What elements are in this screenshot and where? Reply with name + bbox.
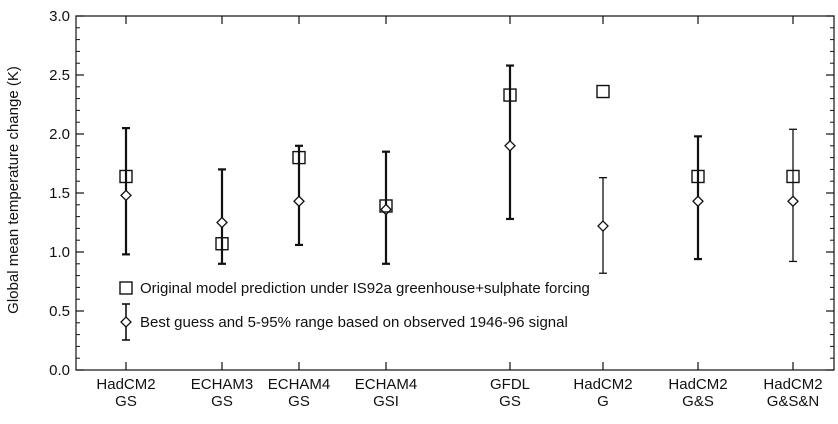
best-guess-diamond-marker xyxy=(597,220,609,232)
legend-label-model-prediction: Original model prediction under IS92a gr… xyxy=(140,280,590,297)
x-category-label: ECHAM4 xyxy=(355,376,418,393)
y-axis-title: Global mean temperature change (K) xyxy=(5,66,22,314)
x-category-label: HadCM2 xyxy=(668,376,727,393)
y-tick-label: 2.5 xyxy=(49,67,70,84)
x-category-label: G&S xyxy=(682,393,714,410)
x-category-label: ECHAM4 xyxy=(268,376,331,393)
x-category-label: HadCM2 xyxy=(763,376,822,393)
best-guess-diamond-marker xyxy=(120,189,132,202)
best-guess-diamond-marker xyxy=(293,195,305,208)
legend: Original model prediction under IS92a gr… xyxy=(119,280,590,341)
legend-label-best-guess: Best guess and 5-95% range based on obse… xyxy=(140,314,568,331)
model-prediction-square-marker xyxy=(215,237,229,251)
model-prediction-square-marker xyxy=(596,84,610,99)
model-prediction-square-marker xyxy=(292,150,306,165)
y-tick-label: 1.5 xyxy=(49,185,70,202)
model-prediction-square-marker xyxy=(379,199,393,213)
y-tick-label: 0.0 xyxy=(49,362,70,379)
model-prediction-square-marker xyxy=(119,169,133,184)
x-category-label: GSI xyxy=(373,393,399,410)
x-category-label: GS xyxy=(115,393,137,410)
data-marks xyxy=(119,64,800,274)
model-prediction-square-marker xyxy=(691,169,705,184)
x-category-label: ECHAM3 xyxy=(191,376,254,393)
best-guess-diamond-marker xyxy=(504,139,516,152)
y-tick-label: 3.0 xyxy=(49,8,70,25)
x-category-label: HadCM2 xyxy=(573,376,632,393)
x-category-label: G&S&N xyxy=(767,393,820,410)
model-prediction-square-marker xyxy=(786,169,800,184)
axes: 0.00.51.01.52.02.53.0HadCM2GSECHAM3GSECH… xyxy=(49,8,835,410)
x-category-label: G xyxy=(597,393,609,410)
x-category-label: GS xyxy=(211,393,233,410)
legend-diamond-symbol xyxy=(120,316,132,328)
y-tick-label: 2.0 xyxy=(49,126,70,143)
legend-square-symbol xyxy=(119,281,133,295)
best-guess-diamond-marker xyxy=(216,216,228,229)
y-tick-label: 0.5 xyxy=(49,303,70,320)
x-category-label: GFDL xyxy=(490,376,530,393)
x-category-label: HadCM2 xyxy=(96,376,155,393)
x-category-label: GS xyxy=(499,393,521,410)
best-guess-diamond-marker xyxy=(692,195,704,208)
model-prediction-square-marker xyxy=(503,88,517,102)
x-category-label: GS xyxy=(288,393,310,410)
best-guess-diamond-marker xyxy=(380,203,392,216)
best-guess-diamond-marker xyxy=(787,195,799,208)
y-tick-label: 1.0 xyxy=(49,244,70,261)
